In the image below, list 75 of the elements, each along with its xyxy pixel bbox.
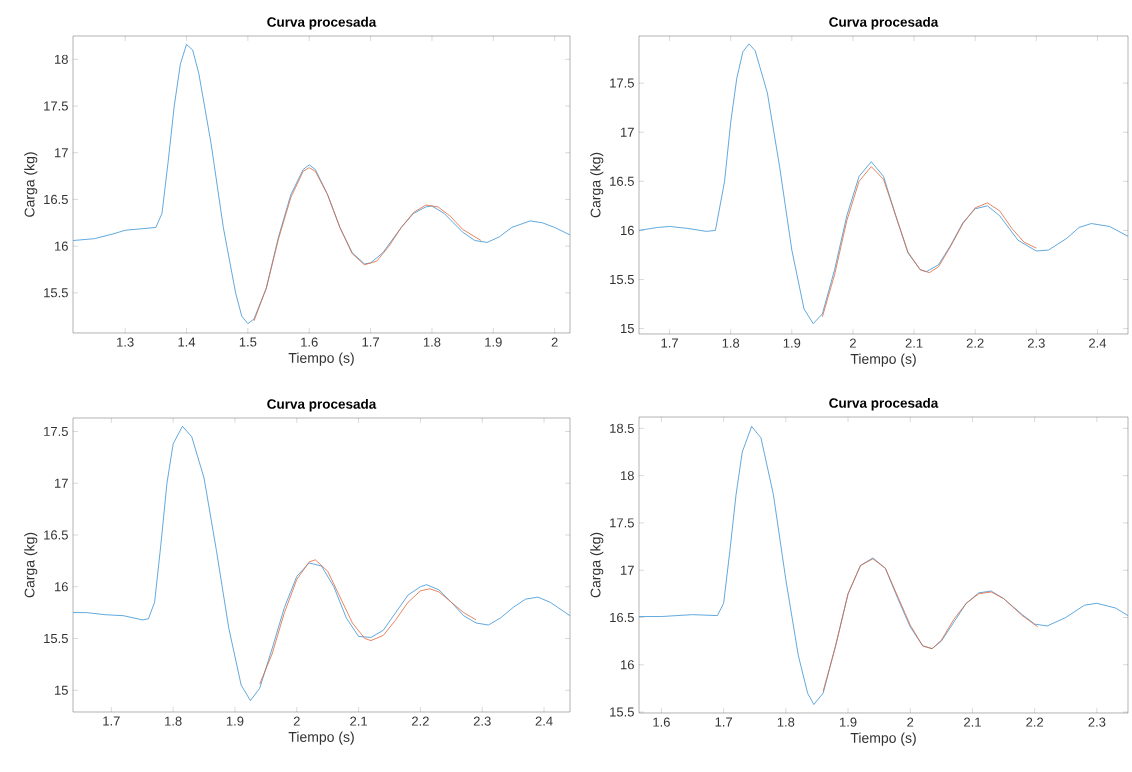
x-tick-label: 1.7: [715, 717, 732, 727]
x-tick-label: 2.3: [1088, 717, 1106, 727]
y-axis-title: Carga (kg): [24, 152, 38, 217]
y-tick-label: 17: [55, 478, 68, 488]
x-tick-label: 1.8: [722, 338, 740, 348]
x-axis-title: Tiempo (s): [850, 732, 916, 746]
x-tick-label: 2.1: [350, 716, 368, 726]
x-tick-label: 2.2: [412, 716, 429, 726]
x-tick-label: 2.3: [1027, 338, 1045, 348]
x-tick-label: 1.5: [239, 337, 257, 347]
x-tick-label: 2: [849, 338, 856, 348]
y-tick-label: 18: [621, 471, 634, 481]
x-tick-label: 2.3: [473, 716, 491, 726]
line-series: [73, 44, 570, 325]
y-tick-label: 18: [55, 54, 68, 64]
line-series: [253, 167, 482, 322]
x-tick-label: 2: [293, 716, 300, 726]
x-tick-label: 1.9: [840, 717, 857, 727]
chart-title: Curva procesada: [829, 16, 939, 30]
line-series: [821, 166, 1037, 318]
y-tick-label: 15.5: [610, 274, 634, 285]
x-tick-label: 1.6: [301, 337, 318, 347]
x-tick-label: 1.8: [423, 337, 441, 347]
chart-title: Curva procesada: [267, 398, 377, 412]
line-series: [73, 425, 571, 702]
y-tick-label: 16.5: [44, 530, 68, 540]
x-tick-label: 1.8: [777, 717, 795, 727]
x-tick-label: 2.1: [964, 717, 981, 727]
x-tick-label: 1.8: [165, 716, 182, 726]
y-tick-label: 17.5: [44, 426, 68, 436]
x-tick-label: 2.4: [535, 716, 553, 726]
y-tick-label: 15: [621, 324, 634, 334]
y-tick-label: 16.5: [44, 194, 68, 205]
x-tick-label: 2.1: [905, 338, 923, 348]
y-axis-title: Carga (kg): [590, 152, 604, 218]
y-axis-title: Carga (kg): [590, 532, 604, 598]
x-tick-label: 2.2: [1026, 717, 1044, 727]
y-tick-label: 17: [621, 565, 634, 575]
x-tick-label: 1.9: [226, 716, 244, 726]
x-tick-label: 2: [551, 337, 558, 347]
y-tick-label: 17.5: [610, 518, 634, 528]
y-tick-label: 18.5: [610, 423, 634, 433]
y-tick-label: 16: [55, 241, 68, 251]
y-tick-label: 17.5: [44, 101, 68, 111]
x-tick-label: 1.7: [103, 716, 120, 726]
y-tick-label: 15.5: [44, 288, 68, 298]
y-tick-label: 15: [55, 685, 68, 695]
x-tick-label: 1.7: [661, 338, 678, 348]
x-tick-label: 1.9: [783, 338, 801, 348]
x-tick-label: 2.4: [1089, 338, 1107, 348]
x-tick-label: 2.2: [966, 338, 984, 348]
y-tick-label: 16: [55, 582, 68, 592]
chart-title: Curva procesada: [829, 397, 939, 411]
y-tick-label: 16.5: [610, 612, 634, 623]
chart-title: Curva procesada: [267, 16, 377, 30]
x-axis-title: Tiempo (s): [850, 353, 916, 367]
y-tick-label: 17: [621, 127, 634, 137]
y-tick-label: 17.5: [610, 78, 634, 88]
x-axis-title: Tiempo (s): [288, 731, 354, 745]
y-tick-label: 16: [621, 225, 634, 236]
y-tick-label: 17: [55, 148, 68, 158]
x-tick-label: 1.7: [362, 337, 379, 347]
y-tick-label: 15.5: [610, 707, 634, 717]
y-tick-label: 16: [621, 660, 634, 670]
x-tick-label: 2: [907, 717, 914, 727]
x-tick-label: 1.6: [653, 717, 670, 727]
y-tick-label: 16.5: [610, 176, 634, 186]
x-tick-label: 1.3: [117, 337, 134, 347]
x-tick-label: 1.9: [485, 337, 502, 347]
line-series: [822, 558, 1039, 692]
x-tick-label: 1.4: [178, 337, 196, 347]
y-tick-label: 15.5: [44, 633, 68, 644]
y-axis-title: Carga (kg): [24, 532, 38, 598]
x-axis-title: Tiempo (s): [288, 352, 354, 366]
line-series: [639, 43, 1128, 325]
